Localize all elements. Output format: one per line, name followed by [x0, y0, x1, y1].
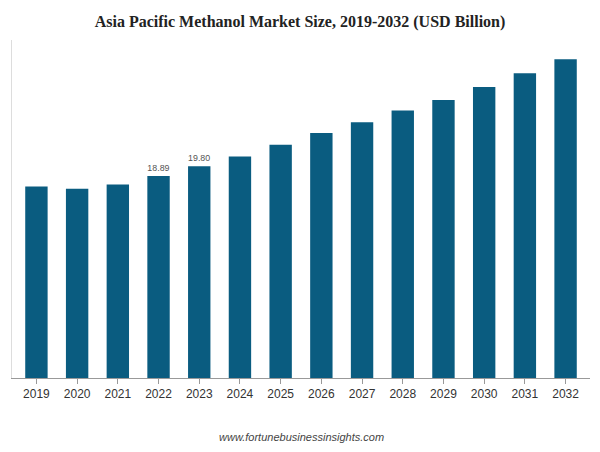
svg-text:www.fortunebusinessinsights.co: www.fortunebusinessinsights.com — [219, 431, 384, 443]
svg-text:2025: 2025 — [267, 387, 294, 401]
svg-text:2022: 2022 — [145, 387, 172, 401]
svg-text:2026: 2026 — [308, 387, 335, 401]
svg-text:19.80: 19.80 — [188, 153, 210, 163]
svg-text:2029: 2029 — [430, 387, 457, 401]
svg-text:2027: 2027 — [349, 387, 376, 401]
svg-text:Asia Pacific Methanol Market S: Asia Pacific Methanol Market Size, 2019-… — [95, 13, 506, 31]
svg-text:2030: 2030 — [471, 387, 498, 401]
svg-text:2020: 2020 — [64, 387, 91, 401]
svg-text:2023: 2023 — [186, 387, 213, 401]
svg-text:2021: 2021 — [104, 387, 131, 401]
svg-text:2032: 2032 — [552, 387, 579, 401]
svg-text:2031: 2031 — [512, 387, 539, 401]
svg-text:2019: 2019 — [23, 387, 50, 401]
svg-text:18.89: 18.89 — [147, 163, 169, 173]
svg-text:2028: 2028 — [389, 387, 416, 401]
svg-text:2024: 2024 — [227, 387, 254, 401]
